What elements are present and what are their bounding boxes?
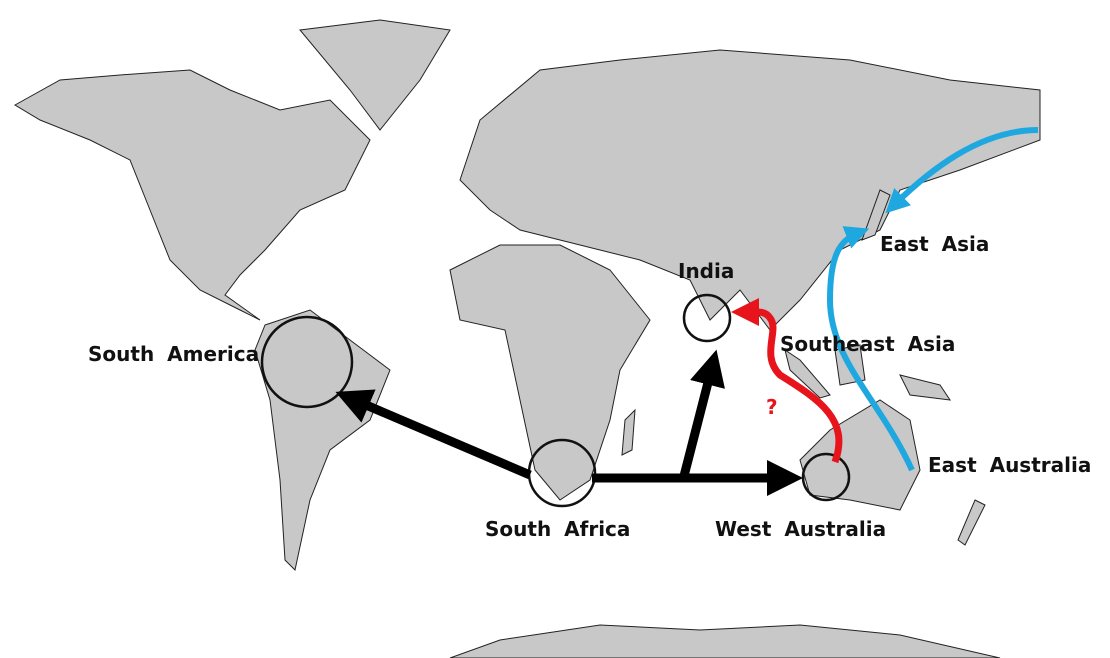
arrow-to-india (679, 349, 725, 478)
madagascar (621, 408, 636, 456)
circle-india (682, 293, 732, 343)
red-route (731, 297, 843, 464)
new-zealand (957, 499, 986, 546)
arrow-to-south-america (335, 389, 532, 480)
blue-route-south (826, 226, 915, 472)
question-mark: ? (766, 395, 778, 419)
label: Southeast Asia (780, 332, 955, 356)
africa (449, 244, 651, 501)
blue-route-north (885, 127, 1039, 214)
label: East Asia (880, 232, 989, 256)
sumatra (784, 348, 831, 399)
circle-west-australia (801, 452, 851, 502)
migration-arrows (335, 349, 803, 496)
eurasia (459, 49, 1041, 331)
new-guinea (899, 374, 952, 401)
label: India (678, 259, 734, 283)
antarctica (449, 624, 1001, 658)
north-america (14, 69, 371, 321)
circle-south-america (260, 315, 354, 409)
label: West Australia (715, 517, 886, 541)
greenland (299, 19, 451, 131)
label: East Australia (928, 453, 1091, 477)
label: South Africa (485, 517, 630, 541)
south-america (254, 309, 391, 572)
label: South America (88, 342, 259, 366)
